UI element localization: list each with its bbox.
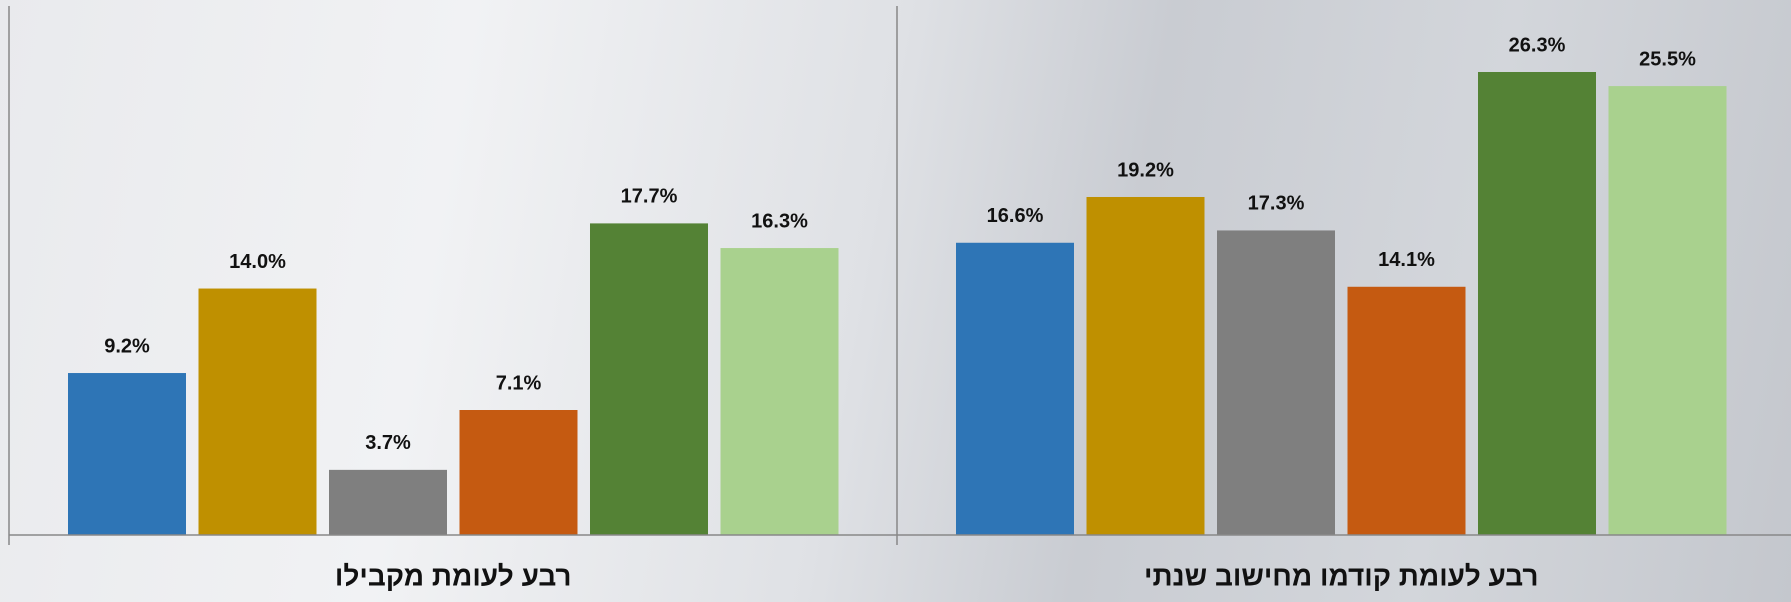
bar [459, 410, 578, 535]
value-label: 17.7% [621, 186, 678, 208]
bar [1347, 286, 1466, 535]
bar [329, 469, 447, 535]
bar [1608, 86, 1727, 535]
bar [198, 288, 317, 535]
bar [1217, 230, 1335, 535]
value-label: 16.3% [751, 210, 808, 232]
value-label: 25.5% [1639, 48, 1696, 70]
bar [720, 248, 839, 535]
bar [1478, 72, 1596, 535]
category-label: רבע לעומת קודמו מחישוב שנתי [1144, 560, 1538, 591]
value-label: 14.1% [1378, 249, 1435, 271]
bar [590, 223, 708, 536]
value-label: 26.3% [1509, 34, 1566, 56]
value-label: 14.0% [229, 251, 286, 273]
bar [1086, 196, 1205, 535]
category-label: רבע לעומת מקבילו [335, 560, 572, 591]
value-label: 16.6% [987, 205, 1044, 227]
value-label: 9.2% [104, 335, 150, 357]
bar [956, 242, 1074, 535]
value-label: 19.2% [1117, 159, 1174, 181]
value-label: 3.7% [365, 432, 411, 454]
bar [68, 373, 186, 535]
value-label: 17.3% [1248, 193, 1305, 215]
value-label: 7.1% [496, 372, 542, 394]
